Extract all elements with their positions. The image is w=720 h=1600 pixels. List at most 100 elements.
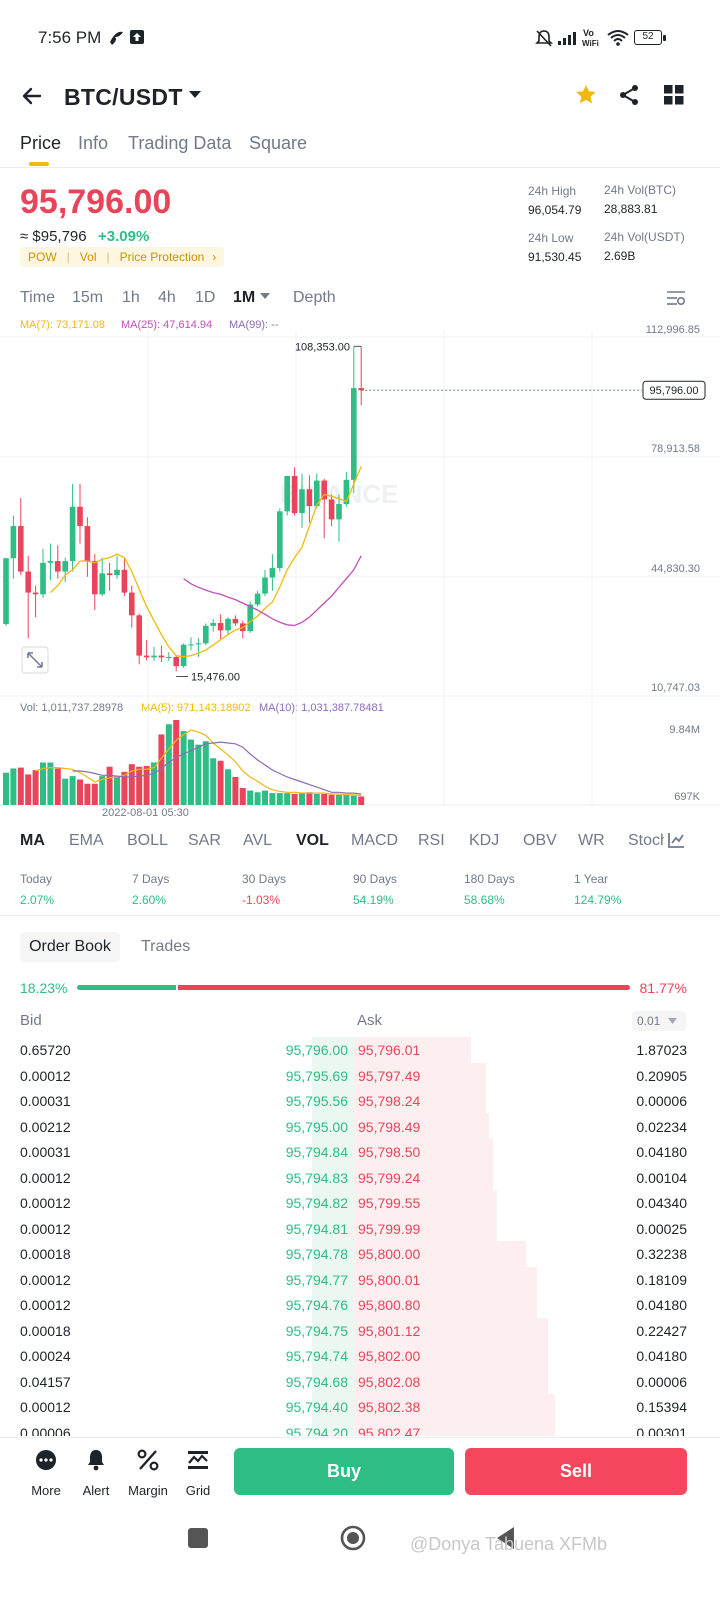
order-book-list[interactable]: 0.65720 95,796.00 95,796.01 1.87023 0.00012 9… — [0, 1036, 720, 1436]
indicator-rsi[interactable]: RSI — [418, 832, 445, 849]
interval-dropdown-icon[interactable] — [260, 292, 270, 300]
coin-tags[interactable]: POW | Vol | Price Protection › — [20, 247, 225, 267]
bid-depth-bar — [311, 1037, 354, 1063]
price-precision-select[interactable]: 0.01 — [632, 1011, 686, 1031]
candlestick-chart[interactable]: 112,996.85 78,913.58 44,830.30 10,747.03 9.8… — [0, 310, 720, 820]
order-book-row[interactable]: 0.00012 95,794.81 95,799.99 0.00025 — [0, 1215, 720, 1241]
interval-depth[interactable]: Depth — [293, 289, 336, 306]
bid-price: 95,794.83 — [285, 1169, 348, 1186]
ask-price: 95,802.47 — [358, 1424, 421, 1437]
candle-body — [32, 592, 39, 595]
indicator-macd[interactable]: MACD — [351, 832, 399, 849]
tab-info[interactable]: Info — [78, 133, 109, 153]
interval-1m[interactable]: 1M — [233, 289, 256, 306]
indicator-kdj[interactable]: KDJ — [469, 832, 500, 849]
order-book-row[interactable]: 0.00012 95,794.77 95,800.01 0.18109 — [0, 1266, 720, 1292]
tab-trading-data[interactable]: Trading Data — [128, 133, 232, 153]
volume-bar — [151, 762, 157, 805]
favorite-star-icon[interactable] — [574, 83, 598, 107]
ask-price: 95,796.01 — [358, 1042, 421, 1058]
volume-bar — [313, 793, 320, 805]
order-book-row[interactable]: 0.00212 95,795.00 95,798.49 0.02234 — [0, 1113, 720, 1139]
ask-column-header: Ask — [357, 1012, 383, 1029]
interval-time[interactable]: Time — [20, 289, 55, 306]
order-book-row[interactable]: 0.00012 95,795.69 95,797.49 0.20905 — [0, 1062, 720, 1088]
order-book-row[interactable]: 0.00031 95,794.84 95,798.50 0.04180 — [0, 1139, 720, 1165]
pair-title[interactable]: BTC/USDT — [64, 84, 183, 110]
candle-body — [232, 618, 239, 624]
vol-usdt-label: 24h Vol(USDT) — [604, 230, 685, 244]
candle-body — [92, 561, 98, 595]
order-book-row[interactable]: 0.00012 95,794.83 95,799.24 0.00104 — [0, 1164, 720, 1190]
order-book-row[interactable]: 0.00006 95,794.20 95,802.47 0.00301 — [0, 1419, 720, 1437]
alert-button[interactable]: Alert — [68, 1448, 124, 1498]
volume-bar — [180, 731, 187, 805]
tag-pow[interactable]: POW — [28, 250, 57, 264]
sell-button[interactable]: Sell — [465, 1448, 687, 1495]
interval-15m[interactable]: 15m — [72, 289, 104, 306]
tab-price[interactable]: Price — [20, 133, 62, 153]
order-book-row[interactable]: 0.04157 95,794.68 95,802.08 0.00006 — [0, 1368, 720, 1394]
candle-body — [114, 569, 120, 576]
tab-trades[interactable]: Trades — [141, 938, 191, 955]
recent-apps-button[interactable] — [188, 1528, 208, 1548]
bid-ratio-bar — [77, 985, 176, 990]
ask-quantity: 0.22427 — [636, 1322, 687, 1339]
share-icon[interactable] — [617, 83, 641, 107]
tabs-divider — [0, 167, 720, 168]
indicator-sar[interactable]: SAR — [188, 832, 221, 849]
interval-4h[interactable]: 4h — [158, 289, 176, 306]
perf-label-90d: 90 Days — [353, 872, 398, 886]
indicator-boll[interactable]: BOLL — [127, 832, 168, 849]
interval-1h[interactable]: 1h — [122, 289, 140, 306]
chart-settings-icon[interactable] — [666, 289, 686, 307]
margin-button[interactable]: Margin — [120, 1448, 176, 1498]
tab-order-book[interactable]: Order Book — [20, 932, 120, 962]
indicator-wr[interactable]: WR — [578, 832, 605, 849]
tag-vol[interactable]: Vol — [79, 250, 97, 264]
order-book-row[interactable]: 0.00024 95,794.74 95,802.00 0.04180 — [0, 1343, 720, 1369]
candle-body — [306, 489, 313, 507]
back-triangle-button[interactable] — [494, 1524, 518, 1552]
indicator-avl[interactable]: AVL — [243, 832, 273, 849]
grid-button[interactable]: Grid — [170, 1448, 226, 1498]
ask-quantity: 0.04180 — [636, 1144, 687, 1160]
home-button[interactable] — [339, 1524, 367, 1552]
bid-price: 95,794.82 — [285, 1195, 348, 1211]
indicator-obv[interactable]: OBV — [523, 832, 557, 849]
pair-dropdown-icon[interactable] — [188, 88, 202, 102]
ask-depth-bar — [354, 1419, 556, 1436]
more-button[interactable]: More — [18, 1448, 74, 1498]
order-book-row[interactable]: 0.00018 95,794.75 95,801.12 0.22427 — [0, 1317, 720, 1343]
interval-1d[interactable]: 1D — [195, 289, 216, 306]
ask-depth-bar — [354, 1368, 548, 1394]
buy-button[interactable]: Buy — [234, 1448, 454, 1495]
volume-bar — [299, 793, 305, 805]
order-book-row[interactable]: 0.00031 95,795.56 95,798.24 0.00006 — [0, 1088, 720, 1114]
order-book-row[interactable]: 0.00012 95,794.76 95,800.80 0.04180 — [0, 1292, 720, 1318]
bid-price: 95,794.40 — [285, 1399, 348, 1415]
order-book-row[interactable]: 0.00018 95,794.78 95,800.00 0.32238 — [0, 1241, 720, 1267]
indicator-ma[interactable]: MA — [20, 832, 45, 849]
indicator-stochrsi[interactable]: StochRSI — [628, 832, 664, 849]
y-axis-tick-label: 44,830.30 — [651, 563, 700, 575]
tag-price-protection[interactable]: Price Protection — [119, 250, 205, 264]
back-arrow-icon[interactable] — [20, 84, 44, 108]
bid-price: 95,794.20 — [285, 1424, 348, 1437]
indicator-vol[interactable]: VOL — [296, 832, 329, 849]
indicator-ema[interactable]: EMA — [69, 832, 104, 849]
bid-price: 95,794.75 — [285, 1322, 348, 1339]
order-book-row[interactable]: 0.00012 95,794.82 95,799.55 0.04340 — [0, 1190, 720, 1216]
y-axis-tick-label: 78,913.58 — [651, 443, 700, 455]
bid-price: 95,794.68 — [285, 1373, 348, 1390]
tab-square[interactable]: Square — [249, 133, 308, 153]
indicator-settings-icon[interactable] — [667, 831, 685, 849]
vol-btc-value: 28,883.81 — [604, 202, 658, 216]
perf-value-7d: 2.60% — [132, 893, 167, 907]
order-book-row[interactable]: 0.00012 95,794.40 95,802.38 0.15394 — [0, 1394, 720, 1420]
ask-depth-bar — [354, 1241, 527, 1267]
ask-price: 95,798.50 — [358, 1144, 421, 1160]
volume-bar — [291, 793, 298, 805]
grid-menu-icon[interactable] — [664, 85, 684, 105]
order-book-row[interactable]: 0.65720 95,796.00 95,796.01 1.87023 — [0, 1037, 720, 1063]
